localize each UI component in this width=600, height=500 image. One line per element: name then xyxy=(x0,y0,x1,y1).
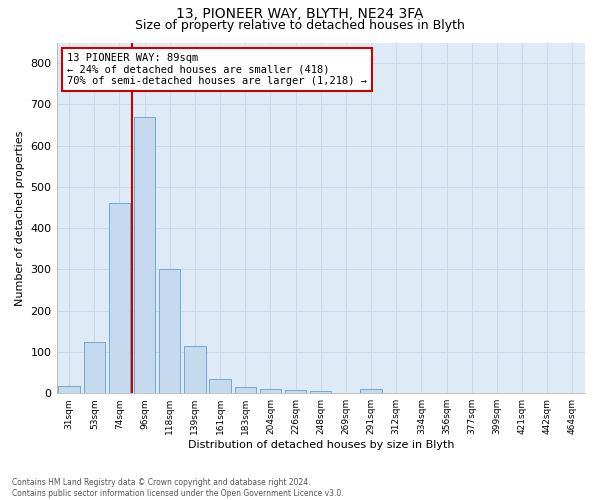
Bar xyxy=(83,342,105,393)
Y-axis label: Number of detached properties: Number of detached properties xyxy=(15,130,25,306)
X-axis label: Distribution of detached houses by size in Blyth: Distribution of detached houses by size … xyxy=(188,440,454,450)
Text: Size of property relative to detached houses in Blyth: Size of property relative to detached ho… xyxy=(135,19,465,32)
Bar xyxy=(58,386,80,393)
Bar xyxy=(109,204,130,393)
Text: 13, PIONEER WAY, BLYTH, NE24 3FA: 13, PIONEER WAY, BLYTH, NE24 3FA xyxy=(176,8,424,22)
Text: 13 PIONEER WAY: 89sqm
← 24% of detached houses are smaller (418)
70% of semi-det: 13 PIONEER WAY: 89sqm ← 24% of detached … xyxy=(67,53,367,86)
Bar xyxy=(361,389,382,393)
Bar xyxy=(310,390,331,393)
Text: Contains HM Land Registry data © Crown copyright and database right 2024.
Contai: Contains HM Land Registry data © Crown c… xyxy=(12,478,344,498)
Bar xyxy=(159,270,181,393)
Bar xyxy=(285,390,307,393)
Bar xyxy=(209,379,231,393)
Bar xyxy=(184,346,206,393)
Bar xyxy=(235,387,256,393)
Bar xyxy=(134,117,155,393)
Bar xyxy=(260,389,281,393)
